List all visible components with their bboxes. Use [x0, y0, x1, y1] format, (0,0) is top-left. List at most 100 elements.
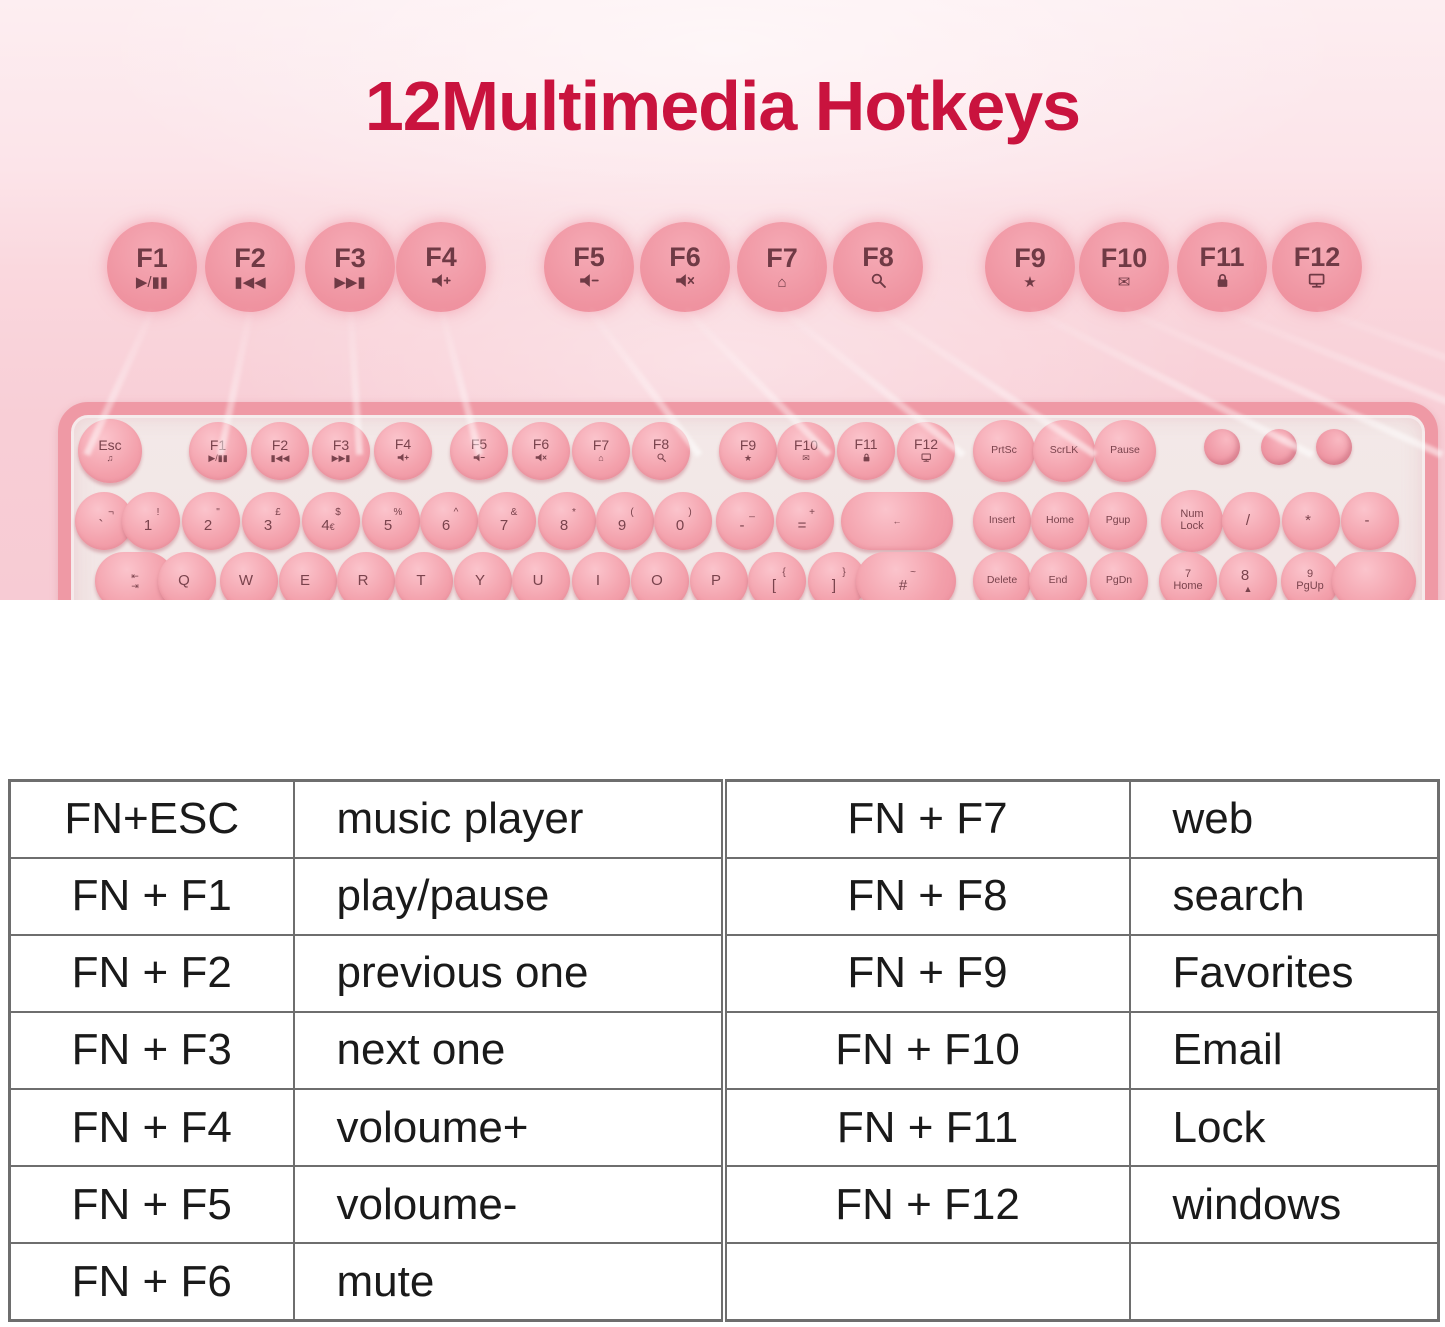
key-t: T: [395, 552, 453, 600]
key-insert: Insert: [973, 492, 1031, 550]
table-cell-value: [1128, 1242, 1440, 1322]
table-cell-key: FN + F9: [720, 933, 1131, 1013]
key-alt-symbol: €: [329, 522, 335, 533]
page-title: 12Multimedia Hotkeys: [364, 67, 1081, 145]
floating-key-label: F2: [234, 243, 266, 273]
key-shift-symbol: ^: [453, 506, 459, 518]
key-label: F4: [394, 436, 412, 453]
floating-key-label: F7: [766, 243, 798, 273]
table-cell-key: FN + F8: [720, 856, 1131, 936]
key-main-symbol: -: [739, 517, 745, 535]
volume-down-icon: [473, 453, 485, 464]
key-main-symbol: 7: [499, 517, 509, 535]
key-numpad-minus: -: [1341, 492, 1399, 550]
key-main-symbol: O: [651, 572, 663, 590]
table-row: FN + F3 next one FN + F10 Email: [8, 1010, 1440, 1091]
email-icon: ✉: [802, 453, 810, 464]
key-0: ) 0: [654, 492, 712, 550]
mute-icon: [535, 453, 547, 464]
key-label: PrtSc: [991, 444, 1017, 457]
table-row: FN + F1 play/pause FN + F8 search: [8, 856, 1440, 936]
key-scrlk: ScrLK: [1033, 420, 1095, 482]
floating-key-f9: F9 ★: [985, 222, 1075, 312]
home-icon: ⌂: [777, 274, 787, 291]
key-y: Y: [454, 552, 512, 600]
key-label: Home: [1045, 514, 1074, 527]
favorites-star-icon: ★: [1023, 274, 1037, 291]
floating-key-f11: F11: [1177, 222, 1267, 312]
key-numpad-asterisk: *: [1282, 492, 1340, 550]
key-main-symbol: `: [98, 517, 104, 535]
key-main-symbol: 4€: [321, 517, 335, 535]
key-minus: _ -: [716, 492, 774, 550]
table-cell-value: Favorites: [1128, 933, 1440, 1013]
table-cell-value: next one: [292, 1010, 725, 1091]
control-knob: [1316, 429, 1352, 465]
favorites-star-icon: ★: [743, 453, 753, 464]
key-label: F10: [793, 437, 819, 454]
key-w: W: [220, 552, 278, 600]
table-cell-value: voloume-: [292, 1165, 725, 1245]
key-main-symbol: 8: [559, 517, 569, 535]
key-r: R: [337, 552, 395, 600]
table-row: FN + F5 voloume- FN + F12 windows: [8, 1165, 1440, 1245]
key-f5: F5: [450, 422, 508, 480]
table-row: FN + F4 voloume+ FN + F11 Lock: [8, 1088, 1440, 1168]
key-label: F8: [652, 436, 670, 453]
key-main-symbol: R: [357, 572, 369, 590]
key-7: & 7: [478, 492, 536, 550]
key-label: F3: [332, 437, 350, 454]
key-f9: F9 ★: [719, 422, 777, 480]
key-pgup: Pgup: [1089, 492, 1147, 550]
key-shift-symbol: ¬: [108, 506, 114, 518]
key-f6: F6: [512, 422, 570, 480]
key-label: ScrLK: [1049, 444, 1079, 457]
key-label: F2: [271, 437, 289, 454]
key-shift-symbol: ": [216, 506, 220, 518]
key-main-symbol: 0: [675, 517, 685, 535]
key-main-symbol: Q: [178, 572, 190, 590]
floating-key-label: F11: [1199, 242, 1245, 272]
key-esc: Esc ♫: [78, 419, 142, 483]
key-shift-symbol: {: [782, 566, 786, 578]
key-main-symbol: W: [238, 572, 254, 590]
floating-key-f3: F3 ▶▶▮: [305, 222, 395, 312]
key-shift-symbol: *: [572, 506, 576, 518]
key-shift-symbol: £: [275, 506, 281, 518]
key-shift-symbol: _: [749, 506, 755, 518]
table-cell-key: FN + F3: [8, 1010, 295, 1091]
key-f2: F2 ▮◀◀: [251, 422, 309, 480]
floating-key-label: F12: [1293, 242, 1341, 272]
key-label: Esc: [98, 437, 122, 454]
floating-key-f8: F8: [833, 222, 923, 312]
home-icon: ⌂: [598, 453, 604, 464]
floating-key-label: F3: [334, 243, 366, 273]
key-prtsc: PrtSc: [973, 420, 1035, 482]
hotkey-table: FN+ESC music player FN + F7 web FN + F1 play/…: [8, 779, 1440, 1322]
table-cell-key: FN + F10: [720, 1010, 1131, 1091]
key-8: * 8: [538, 492, 596, 550]
table-cell-key: FN + F2: [8, 933, 295, 1013]
key-f7: F7 ⌂: [572, 422, 630, 480]
email-icon: ✉: [1117, 274, 1131, 291]
key-main-symbol: 6: [441, 517, 451, 535]
floating-key-label: F5: [573, 242, 605, 272]
table-cell-key: FN + F4: [8, 1088, 295, 1168]
hero-section: 12Multimedia Hotkeys F1 ▶/▮▮ F2 ▮◀◀ F3 ▶▶▮ F4 F…: [0, 0, 1445, 600]
key-main-symbol: I: [595, 572, 601, 590]
table-cell-key: FN + F12: [720, 1165, 1131, 1245]
key-label: F12: [913, 436, 939, 453]
key-main-symbol: #: [898, 577, 908, 595]
table-cell-value: mute: [292, 1242, 725, 1322]
table-cell-value: windows: [1128, 1165, 1440, 1245]
key-shift-symbol: %: [393, 506, 403, 518]
key-f3: F3 ▶▶▮: [312, 422, 370, 480]
key-f1: F1 ▶/▮▮: [189, 422, 247, 480]
up-arrow-icon: ▲: [1243, 583, 1253, 594]
key-main-symbol: T: [416, 572, 426, 590]
key-label: Insert: [988, 514, 1016, 527]
key-equals: + =: [776, 492, 834, 550]
table-cell-key: FN + F7: [720, 779, 1131, 859]
key-bracket-right: }]: [808, 552, 866, 600]
key-shift-symbol: !: [156, 506, 160, 518]
